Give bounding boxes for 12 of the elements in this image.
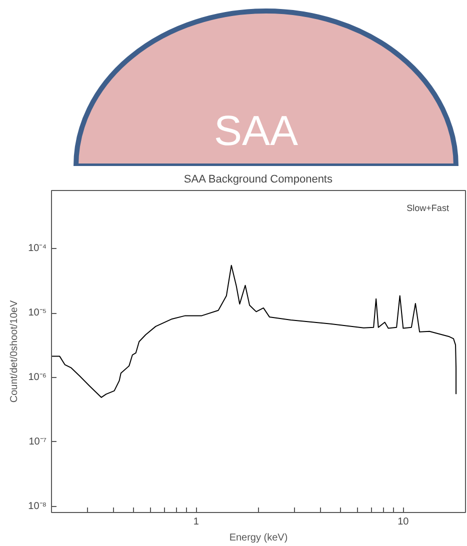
text: SAA <box>214 107 298 154</box>
y-tick-label: 10⁻⁷ <box>28 436 47 448</box>
y-tick-label: 10⁻⁴ <box>28 243 46 254</box>
x-axis-title: Energy (keV) <box>229 532 288 544</box>
y-tick-label: 10⁻⁵ <box>28 308 47 319</box>
x-tick-label: 10 <box>398 516 410 528</box>
y-tick-label: 10⁻⁶ <box>28 372 47 383</box>
chart-title: SAA Background Components <box>184 174 333 186</box>
annotation: Slow+Fast <box>406 203 450 214</box>
x-tick-label: 1 <box>193 516 200 528</box>
y-axis-title: Count/det/0shoot/10eV <box>9 300 20 403</box>
y-tick-label: 10⁻⁸ <box>28 500 46 512</box>
